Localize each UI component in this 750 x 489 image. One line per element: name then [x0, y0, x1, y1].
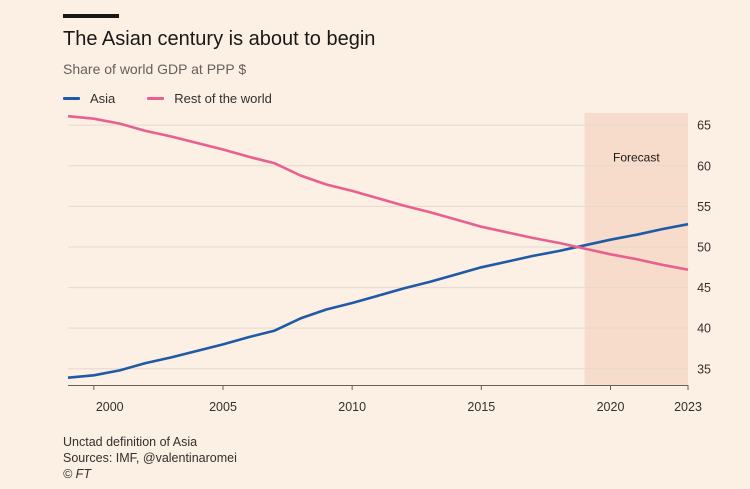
x-tick-label-2005: 2005: [209, 400, 237, 414]
chart-subtitle: Share of world GDP at PPP $: [63, 61, 247, 77]
series-line-rest-of-the-world: [67, 114, 689, 271]
x-tick-label-2015: 2015: [467, 400, 495, 414]
x-tick-label-2000: 2000: [96, 400, 124, 414]
y-tick-label-40: 40: [697, 322, 711, 336]
x-tick-label-2020: 2020: [597, 400, 625, 414]
legend-label-rest-of-world: Rest of the world: [174, 90, 272, 106]
sources: Sources: IMF, @valentinaromei: [63, 451, 237, 465]
y-tick-label-65: 65: [697, 119, 711, 133]
y-tick-label-35: 35: [697, 362, 711, 376]
y-tick-label-50: 50: [697, 240, 711, 254]
copyright: © FT: [63, 467, 91, 481]
forecast-band: [584, 113, 688, 385]
brand-rule: [63, 14, 119, 18]
chart-title: The Asian century is about to begin: [63, 28, 376, 50]
x-tick-label-2023: 2023: [674, 400, 702, 414]
footnote: Unctad definition of Asia: [63, 435, 198, 449]
legend: Asia Rest of the world: [63, 90, 304, 106]
legend-item-rest-of-world: Rest of the world: [147, 91, 272, 106]
chart-footer: Unctad definition of Asia Sources: IMF, …: [63, 434, 237, 482]
x-tick-label-2010: 2010: [338, 400, 366, 414]
y-tick-label-45: 45: [697, 281, 711, 295]
y-tick-label-60: 60: [697, 159, 711, 173]
legend-item-asia: Asia: [63, 91, 115, 106]
legend-label-asia: Asia: [90, 90, 116, 106]
forecast-label: Forecast: [613, 151, 660, 165]
y-tick-label-55: 55: [697, 200, 711, 214]
legend-swatch-asia: [63, 96, 80, 100]
legend-swatch-rest-of-world: [147, 96, 165, 100]
series-line-asia: [67, 222, 689, 379]
